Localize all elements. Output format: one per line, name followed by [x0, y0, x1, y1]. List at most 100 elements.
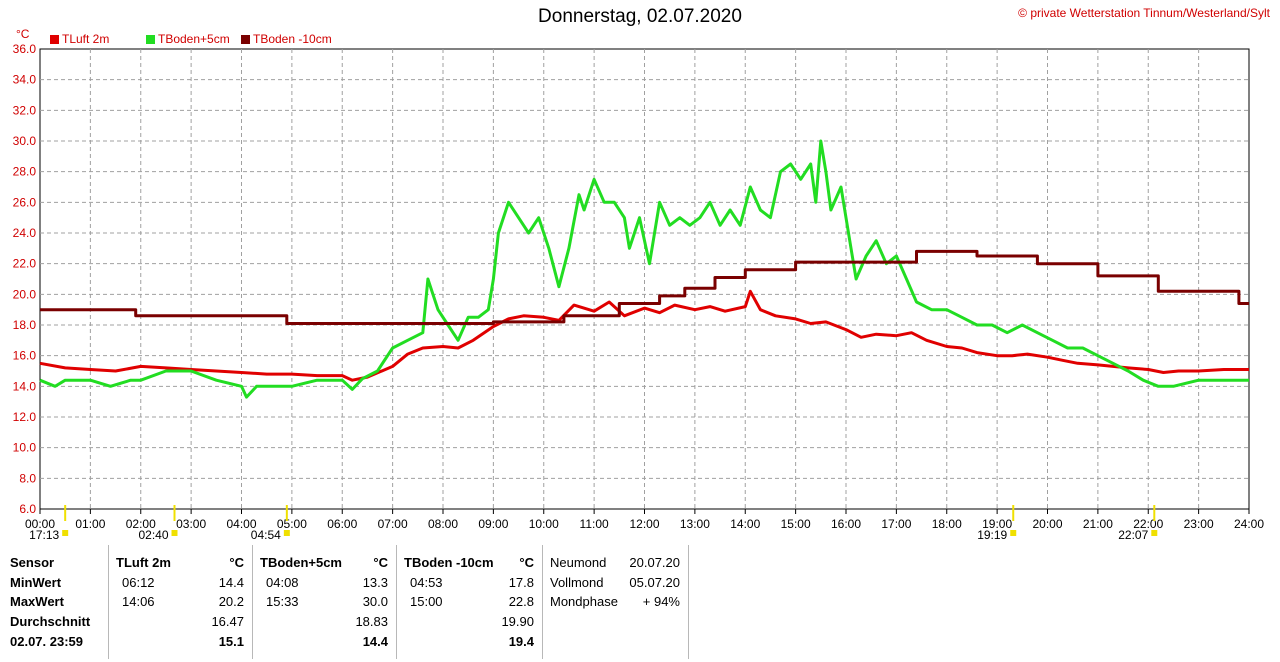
copyright-label: © private Wetterstation Tinnum/Westerlan… — [1018, 6, 1270, 20]
stats-col-tluft: TLuft 2m °C 06:12 14.4 14:06 20.2 16.47 … — [108, 545, 253, 659]
legend-label: TBoden -10cm — [253, 32, 332, 46]
y-tick-label: 18.0 — [13, 318, 37, 332]
y-tick-label: 24.0 — [13, 226, 37, 240]
x-tick-label: 00:00 — [25, 517, 55, 531]
legend-swatch — [146, 34, 155, 44]
stats-col-sensor: Sensor MinWert MaxWert Durchschnitt 02.0… — [0, 545, 109, 659]
stats-current-value: 14.4 — [362, 634, 388, 649]
y-tick-label: 36.0 — [13, 42, 37, 56]
series-line-tboden10 — [40, 249, 1249, 325]
stats-min-value: 14.4 — [218, 575, 244, 590]
stats-col-tboden5: TBoden+5cm °C 04:08 13.3 15:33 30.0 18.8… — [252, 545, 397, 659]
stats-avg-value: 16.47 — [211, 614, 244, 629]
y-tick-label: 12.0 — [13, 410, 37, 424]
legend-swatch — [241, 34, 250, 44]
x-tick-label: 14:00 — [730, 517, 760, 531]
stats-current-value: 19.4 — [508, 634, 534, 649]
y-tick-label: 30.0 — [13, 134, 37, 148]
stats-row-current-label: 02.07. 23:59 — [10, 634, 84, 649]
legend-label: TBoden+5cm — [158, 32, 230, 46]
moon-phase-label: Mondphase — [550, 594, 618, 609]
x-tick-label: 20:00 — [1032, 517, 1062, 531]
moon-neumond-date: 20.07.20 — [629, 555, 680, 570]
time-marker-icon — [1151, 530, 1158, 536]
x-tick-label: 17:00 — [881, 517, 911, 531]
stats-max-time: 14:06 — [122, 594, 155, 609]
stats-row-min-label: MinWert — [10, 575, 62, 590]
stats-unit: °C — [229, 555, 244, 570]
y-tick-label: 10.0 — [13, 441, 37, 455]
legend-label: TLuft 2m — [62, 32, 110, 46]
stats-header-tboden10: TBoden -10cm — [404, 555, 494, 570]
series-line-tboden5 — [39, 139, 1249, 399]
temperature-chart: 6.0 8.0 10.0 12.0 14.0 16.0 18.0 20.0 22.0 24.0 26… — [13, 42, 1265, 542]
y-tick-label: 22.0 — [13, 257, 37, 271]
y-tick-label: 16.0 — [13, 349, 37, 363]
time-marker-icon — [1010, 530, 1017, 536]
x-tick-label: 06:00 — [327, 517, 357, 531]
x-tick-label: 02:00 — [126, 517, 156, 531]
y-tick-label: 28.0 — [13, 165, 37, 179]
stats-max-value: 30.0 — [362, 594, 388, 609]
time-marker-label: 04:54 — [251, 528, 281, 542]
stats-max-time: 15:33 — [266, 594, 299, 609]
time-marker-label: 17:13 — [29, 528, 59, 542]
time-marker-icon — [62, 530, 69, 536]
stats-row-max-label: MaxWert — [10, 594, 64, 609]
stats-table: Sensor MinWert MaxWert Durchschnitt 02.0… — [0, 545, 690, 660]
y-tick-label: 6.0 — [19, 502, 36, 516]
stats-unit: °C — [519, 555, 534, 570]
x-tick-label: 18:00 — [932, 517, 962, 531]
x-tick-label: 21:00 — [1083, 517, 1113, 531]
y-axis-unit: °C — [16, 27, 30, 41]
x-tick-label: 11:00 — [580, 517, 609, 531]
x-tick-label: 16:00 — [831, 517, 861, 531]
stats-current-value: 15.1 — [218, 634, 244, 649]
y-tick-label: 26.0 — [13, 195, 37, 209]
time-marker-label: 19:19 — [977, 528, 1007, 542]
y-tick-label: 8.0 — [19, 471, 36, 485]
x-tick-label: 15:00 — [781, 517, 811, 531]
moon-vollmond-label: Vollmond — [550, 575, 604, 590]
time-marker-label: 22:07 — [1118, 528, 1148, 542]
stats-min-value: 17.8 — [508, 575, 534, 590]
plot-area — [39, 48, 1250, 510]
x-tick-label: 07:00 — [378, 517, 408, 531]
stats-row-avg-label: Durchschnitt — [10, 614, 91, 629]
x-tick-label: 12:00 — [629, 517, 659, 531]
stats-max-time: 15:00 — [410, 594, 443, 609]
time-marker-icon — [171, 530, 178, 536]
stats-header-tluft: TLuft 2m — [116, 555, 171, 570]
stats-min-time: 06:12 — [122, 575, 155, 590]
y-tick-label: 32.0 — [13, 103, 37, 117]
moon-neumond-label: Neumond — [550, 555, 607, 570]
time-marker-icon — [283, 530, 290, 536]
moon-vollmond-date: 05.07.20 — [629, 575, 680, 590]
x-tick-label: 24:00 — [1234, 517, 1264, 531]
stats-col-tboden10: TBoden -10cm °C 04:53 17.8 15:00 22.8 19… — [396, 545, 543, 659]
series-line-tluft — [39, 289, 1249, 382]
y-tick-label: 14.0 — [13, 379, 37, 393]
x-tick-label: 05:00 — [277, 517, 307, 531]
x-tick-label: 09:00 — [478, 517, 508, 531]
legend-item-tboden5: TBoden+5cm — [146, 32, 230, 46]
x-tick-label: 23:00 — [1184, 517, 1214, 531]
x-tick-label: 10:00 — [529, 517, 559, 531]
stats-min-time: 04:08 — [266, 575, 299, 590]
stats-min-value: 13.3 — [362, 575, 388, 590]
x-tick-label: 22:00 — [1133, 517, 1163, 531]
stats-col-moon: Neumond 20.07.20 Vollmond 05.07.20 Mondp… — [542, 545, 689, 659]
stats-header-tboden5: TBoden+5cm — [260, 555, 342, 570]
legend-item-tluft: TLuft 2m — [50, 32, 109, 46]
y-tick-label: 20.0 — [13, 287, 37, 301]
y-tick-label: 34.0 — [13, 73, 37, 87]
stats-min-time: 04:53 — [410, 575, 443, 590]
x-tick-label: 03:00 — [176, 517, 206, 531]
moon-phase-value: + 94% — [642, 594, 680, 609]
time-marker-label: 02:40 — [138, 528, 168, 542]
x-tick-label: 13:00 — [680, 517, 710, 531]
stats-max-value: 20.2 — [218, 594, 244, 609]
stats-max-value: 22.8 — [508, 594, 534, 609]
x-tick-label: 01:00 — [75, 517, 105, 531]
x-tick-label: 08:00 — [428, 517, 458, 531]
